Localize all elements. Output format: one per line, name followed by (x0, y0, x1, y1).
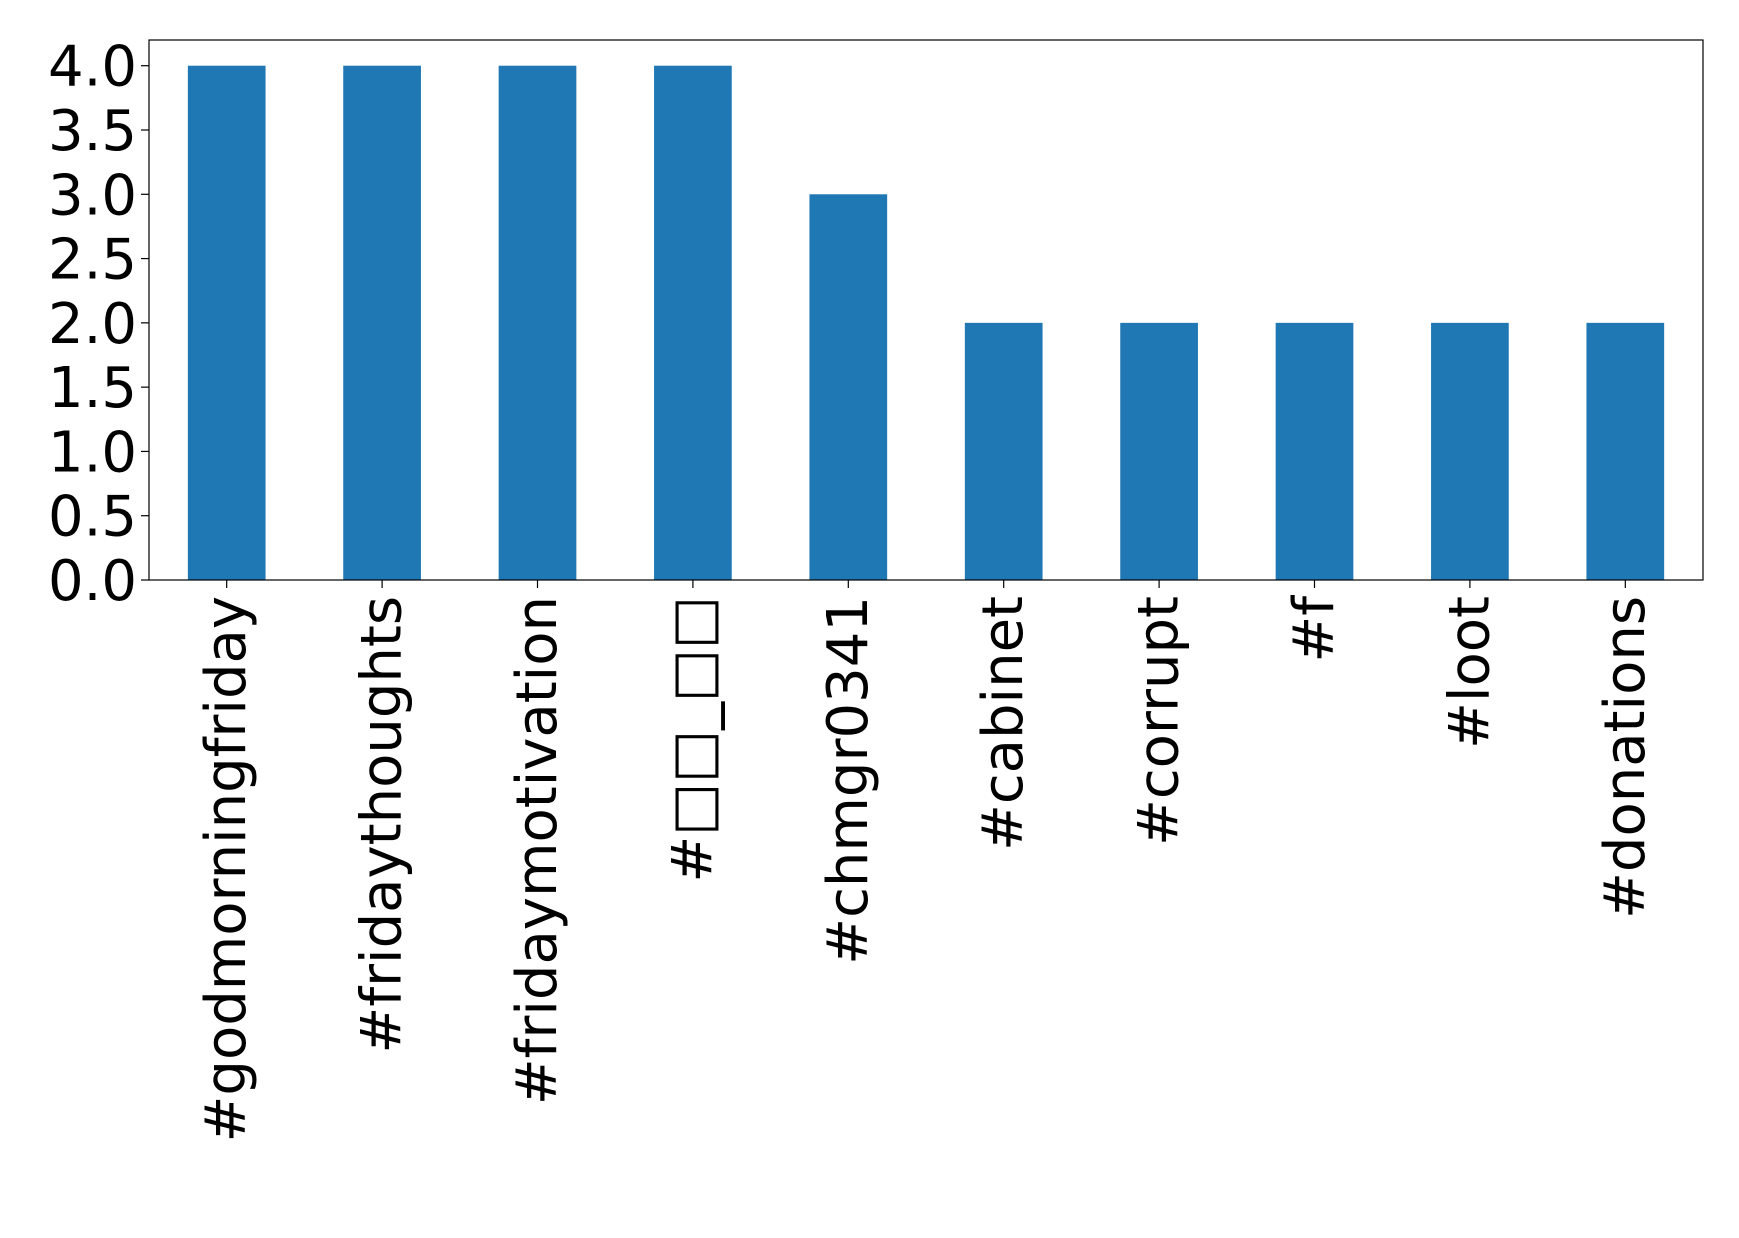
y-tick-label: 2.5 (48, 228, 137, 293)
y-tick-label: 3.5 (48, 99, 137, 164)
x-tick-label: #chmgr0341 (816, 596, 881, 965)
y-tick-label: 2.0 (48, 292, 137, 357)
x-tick-label: #f (1282, 595, 1347, 663)
y-tick-label: 0.0 (48, 549, 137, 614)
bar (343, 65, 421, 580)
bar (654, 65, 732, 580)
bar (1431, 322, 1509, 580)
bar (187, 65, 266, 580)
bar (1120, 322, 1198, 580)
bar (1586, 322, 1665, 580)
x-tick-label: #fridaythoughts (350, 596, 415, 1054)
y-tick-label: 4.0 (48, 35, 137, 100)
y-tick-label: 1.0 (48, 420, 137, 485)
bars-layer (187, 65, 1665, 581)
bar (964, 322, 1043, 580)
x-axis: #godmorningfriday #fridaythoughts #fridaym… (194, 580, 1658, 1143)
bar (498, 65, 577, 580)
y-tick-label: 0.5 (48, 485, 137, 550)
x-tick-label: #loot (1437, 596, 1502, 749)
plot-frame (148, 39, 1704, 581)
x-tick-label: #godmorningfriday (194, 596, 259, 1143)
x-tick-label: #□□_□□ (660, 596, 725, 883)
x-tick-label: #cabinet (971, 596, 1036, 851)
x-tick-label: #donations (1593, 596, 1658, 919)
y-tick-label: 3.0 (48, 163, 137, 228)
bar (809, 194, 888, 581)
bar (1275, 322, 1354, 580)
x-tick-label: #fridaymotivation (505, 596, 570, 1105)
x-tick-label: #corrupt (1127, 596, 1192, 846)
y-axis: 0.00.51.01.52.02.53.03.54.0 (48, 35, 149, 614)
y-tick-label: 1.5 (48, 356, 137, 421)
